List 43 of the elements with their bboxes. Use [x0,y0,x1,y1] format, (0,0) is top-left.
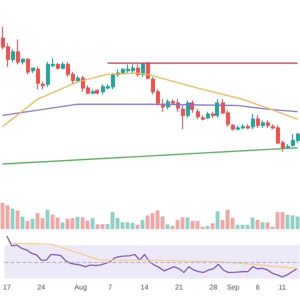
candlestick [256,114,260,128]
candlestick [251,114,255,130]
candlestick [211,111,215,118]
candlestick [41,81,45,90]
bar [136,224,140,229]
candlestick [61,61,65,70]
candlestick [36,66,40,90]
candlestick [246,124,250,130]
candlestick [266,120,270,128]
bar [210,223,214,229]
bar [20,216,24,229]
bar [26,220,30,229]
candlestick [261,120,265,128]
bar [10,208,14,229]
bar [256,220,260,229]
candlestick [76,75,80,84]
bar [206,226,210,229]
bar [186,218,190,229]
candlestick [196,108,200,120]
candlestick [95,88,99,95]
bar [260,222,264,229]
candlestick [215,98,219,118]
bar [216,211,220,229]
candlestick [181,104,185,130]
bar [46,210,50,229]
bar [76,216,80,229]
bar [166,224,170,229]
candlestick [56,62,60,70]
bar [90,218,94,229]
candlestick [31,68,35,74]
candlestick [26,58,30,75]
candlestick [206,111,210,120]
candlestick [201,114,205,121]
candlestick [91,88,95,95]
bar [60,222,64,229]
candlestick [11,48,15,62]
candlestick [16,38,20,65]
bar [30,218,34,229]
candlestick [286,144,290,150]
candlestick [231,124,235,131]
bar [16,210,20,229]
candlestick [21,58,25,65]
bar [140,220,144,229]
